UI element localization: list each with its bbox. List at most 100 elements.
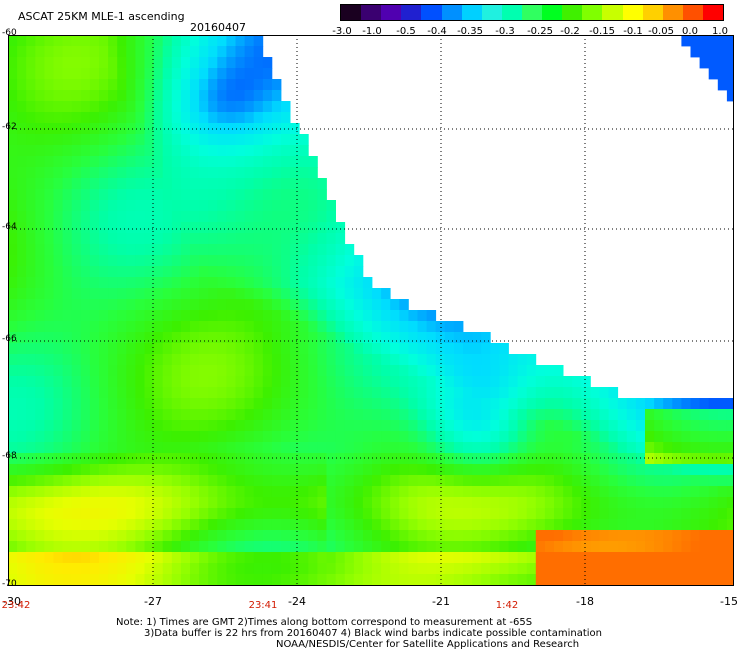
map-cell xyxy=(226,57,236,69)
map-cell xyxy=(35,321,45,333)
map-cell xyxy=(472,387,482,399)
map-cell xyxy=(162,464,173,476)
map-cell xyxy=(271,519,282,531)
map-cell xyxy=(244,365,255,377)
map-cell xyxy=(262,310,273,322)
map-cell xyxy=(217,222,227,234)
map-cell xyxy=(226,420,236,432)
map-cell xyxy=(180,178,191,190)
map-cell xyxy=(53,332,63,344)
map-cell xyxy=(717,508,728,520)
map-cell xyxy=(635,552,646,564)
map-cell xyxy=(35,409,45,421)
map-cell xyxy=(317,266,327,278)
map-cell xyxy=(262,442,273,454)
map-cell xyxy=(144,156,154,168)
map-cell xyxy=(190,68,200,80)
map-cell xyxy=(590,486,600,498)
map-cell xyxy=(217,464,227,476)
map-cell xyxy=(381,420,391,432)
map-cell xyxy=(180,211,191,223)
longitude-label: -27 xyxy=(144,595,162,608)
map-cell xyxy=(199,46,209,58)
map-cell xyxy=(226,409,236,421)
map-cell xyxy=(117,563,127,575)
map-cell xyxy=(117,189,127,201)
map-cell xyxy=(253,134,264,146)
map-cell xyxy=(26,244,36,256)
map-cell xyxy=(526,563,537,575)
map-cell xyxy=(235,574,245,586)
map-cell xyxy=(44,442,54,454)
map-cell xyxy=(299,541,309,553)
color-scale-label: -0.35 xyxy=(457,26,483,37)
map-cell xyxy=(590,453,600,465)
map-cell xyxy=(126,189,136,201)
map-cell xyxy=(672,541,682,553)
map-cell xyxy=(144,145,154,157)
map-cell xyxy=(171,310,182,322)
map-cell xyxy=(89,244,100,256)
latitude-label: -66 xyxy=(2,334,17,344)
map-cell xyxy=(8,541,18,553)
note-line-3: NOAA/NESDIS/Center for Satellite Applica… xyxy=(276,639,580,650)
map-cell xyxy=(481,530,491,542)
map-cell xyxy=(463,541,473,553)
map-cell xyxy=(253,420,264,432)
color-scale-label: -0.5 xyxy=(396,26,416,37)
map-cell xyxy=(171,387,182,399)
map-cell xyxy=(217,574,227,586)
map-cell xyxy=(153,343,164,355)
map-cell xyxy=(217,90,227,102)
map-cell xyxy=(326,321,336,333)
map-cell xyxy=(335,387,346,399)
map-cell xyxy=(62,475,73,487)
map-cell xyxy=(217,123,227,135)
map-cell xyxy=(26,288,36,300)
map-cell xyxy=(108,189,118,201)
map-cell xyxy=(290,409,300,421)
map-cell xyxy=(299,409,309,421)
map-cell xyxy=(435,376,446,388)
map-cell xyxy=(153,376,164,388)
map-cell xyxy=(608,552,619,564)
map-cell xyxy=(44,574,54,586)
map-cell xyxy=(53,486,63,498)
map-cell xyxy=(180,464,191,476)
map-cell xyxy=(89,475,100,487)
map-cell xyxy=(381,574,391,586)
map-cell xyxy=(226,123,236,135)
map-cell xyxy=(344,464,355,476)
color-scale-label: -0.25 xyxy=(527,26,553,37)
map-cell xyxy=(26,255,36,267)
map-cell xyxy=(654,431,664,443)
map-cell xyxy=(153,90,164,102)
map-cell xyxy=(108,519,118,531)
map-cell xyxy=(281,376,291,388)
map-cell xyxy=(626,552,637,564)
map-cell xyxy=(281,266,291,278)
map-cell xyxy=(26,321,36,333)
map-cell xyxy=(235,497,245,509)
map-cell xyxy=(244,123,255,135)
map-cell xyxy=(53,387,63,399)
map-cell xyxy=(253,156,264,168)
map-cell xyxy=(53,519,63,531)
map-cell xyxy=(699,57,710,69)
map-cell xyxy=(417,321,427,333)
map-cell xyxy=(381,398,391,410)
map-cell xyxy=(390,310,400,322)
map-cell xyxy=(381,431,391,443)
map-cell xyxy=(62,310,73,322)
map-cell xyxy=(180,266,191,278)
ascat-map xyxy=(8,35,734,586)
map-cell xyxy=(89,222,100,234)
map-cell xyxy=(290,200,300,212)
map-cell xyxy=(663,442,673,454)
map-cell xyxy=(290,574,300,586)
map-cell xyxy=(80,442,91,454)
map-cell xyxy=(180,277,191,289)
map-cell xyxy=(53,464,63,476)
map-cell xyxy=(308,486,318,498)
map-cell xyxy=(126,299,136,311)
